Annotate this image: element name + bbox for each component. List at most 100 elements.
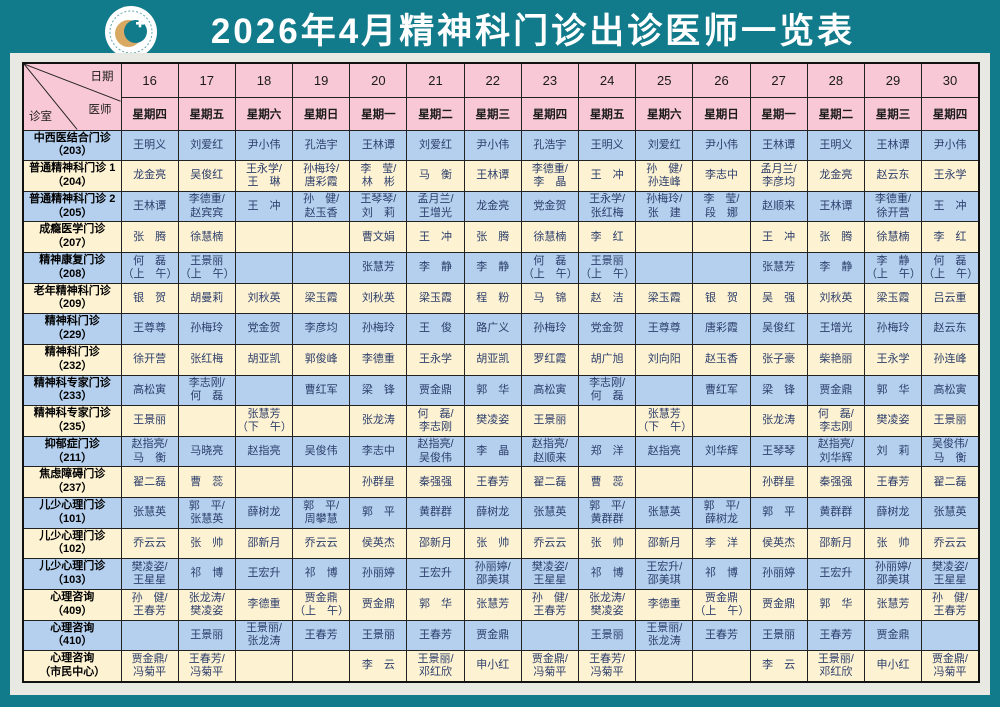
schedule-cell: 赵指亮/ 刘华辉 xyxy=(806,435,865,468)
department-label: 老年精神科门诊 （209） xyxy=(22,282,122,315)
table-row: 儿少心理门诊 （103） 樊凌姿/ 王星星祁 博王宏升祁 博孙丽婷 王宏升 孙丽婷/ … xyxy=(22,558,980,590)
schedule-cell: 王春芳/ 冯菊平 xyxy=(577,650,637,683)
schedule-cell: 王林谭 xyxy=(863,129,923,162)
schedule-cell xyxy=(635,252,694,284)
schedule-cell: 樊凌姿/ 王星星 xyxy=(921,558,980,590)
schedule-cell: 孔浩宇 xyxy=(292,129,351,162)
schedule-cell: 曹 蕊 xyxy=(177,466,236,498)
schedule-cell: 申小红 xyxy=(863,650,923,683)
schedule-cell: 刘向阳 xyxy=(635,343,694,376)
schedule-cell: 贾金鼎 （上 午） xyxy=(292,588,351,621)
date-header: 30 xyxy=(921,62,980,98)
schedule-cell: 王春芳 xyxy=(692,619,751,652)
schedule-cell: 郭 华 xyxy=(406,588,465,621)
schedule-cell: 赵指亮 xyxy=(234,435,294,468)
table-row: 中西医结合门诊 （203） 王明义 刘爱红 尹小伟 孔浩宇 王林谭 刘爱红 尹小伟 孔浩宇 王明义… xyxy=(22,129,980,162)
schedule-cell: 刘爱红 xyxy=(635,129,694,162)
schedule-cell: 李 莹/ 林 彬 xyxy=(349,160,408,192)
schedule-cell: 王明义 xyxy=(120,129,179,162)
schedule-cell: 孔浩宇 xyxy=(520,129,580,162)
schedule-cell: 张红梅 xyxy=(177,343,236,376)
table-row: 精神科专家门诊 （233） 高松寅 李志刚/ 何 磊曹红军梁 锋贾金鼎郭 华高松寅李… xyxy=(22,374,980,407)
schedule-cell: 张慧英 xyxy=(635,497,694,529)
schedule-cell: 孙梅玲 xyxy=(863,313,923,345)
schedule-cell: 张 帅 xyxy=(463,527,522,560)
schedule-cell: 樊凌姿 xyxy=(463,405,522,437)
schedule-cell: 郭 华 xyxy=(863,374,923,407)
department-label: 焦虑障碍门诊 （237） xyxy=(22,466,122,498)
schedule-cell: 胡亚凯 xyxy=(463,343,522,376)
schedule-cell xyxy=(692,405,751,437)
schedule-cell: 王 俊 xyxy=(406,313,465,345)
schedule-cell: 银 贺 xyxy=(120,282,179,315)
schedule-cell: 张 腾 xyxy=(806,221,865,253)
schedule-cell: 乔云云 xyxy=(292,527,351,560)
schedule-cell: 胡曼莉 xyxy=(177,282,236,315)
schedule-cell: 李德重 xyxy=(349,343,408,376)
table-panel: 日期 医师 诊室 16 17 18 19 20 21 22 23 24 25 26 27 28 29 30 … xyxy=(10,53,990,695)
schedule-cell: 张龙涛 xyxy=(349,405,408,437)
schedule-cell: 张慧芳 xyxy=(463,588,522,621)
schedule-cell: 张子豪 xyxy=(749,343,808,376)
schedule-cell: 王景丽 xyxy=(349,619,408,652)
schedule-cell: 赵玉香 xyxy=(692,343,751,376)
schedule-cell: 高松寅 xyxy=(120,374,179,407)
schedule-cell: 孙群星 xyxy=(349,466,408,498)
schedule-cell: 张 腾 xyxy=(463,221,522,253)
department-label: 中西医结合门诊 （203） xyxy=(22,129,122,162)
schedule-cell: 樊凌姿/ 王星星 xyxy=(120,558,179,590)
schedule-cell: 王 冲 xyxy=(749,221,808,253)
schedule-cell: 张慧英 xyxy=(520,497,580,529)
table-row: 心理咨询 （409）孙 健/ 王春芳 张龙涛/ 樊凌姿 李德重 贾金鼎 （上 午） 贾金… xyxy=(22,588,980,621)
schedule-cell: 李德重 xyxy=(234,588,294,621)
schedule-cell: 贾金鼎/ 冯菊平 xyxy=(520,650,580,683)
table-row: 心理咨询 （410） 王景丽 王景丽/ 张龙涛 王春芳 王景丽 王春芳 贾金鼎 王景丽 王景丽/… xyxy=(22,619,980,652)
schedule-cell: 王景丽/ 张龙涛 xyxy=(234,619,294,652)
schedule-cell: 王景丽 xyxy=(120,405,179,437)
schedule-cell: 王宏升 xyxy=(806,558,865,590)
corner-diagonal-lines xyxy=(24,64,120,129)
department-label: 心理咨询 （市民中心） xyxy=(22,650,122,683)
corner-doctor-label: 医师 xyxy=(88,104,112,116)
schedule-cell: 罗红霞 xyxy=(520,343,580,376)
schedule-table: 日期 医师 诊室 16 17 18 19 20 21 22 23 24 25 26 27 28 29 30 … xyxy=(22,62,980,683)
schedule-cell: 薛树龙 xyxy=(863,497,923,529)
schedule-cell: 秦强强 xyxy=(406,466,465,498)
schedule-cell: 王景丽 xyxy=(921,405,980,437)
schedule-cell: 王尊尊 xyxy=(120,313,179,345)
schedule-cell xyxy=(635,374,694,407)
schedule-cell: 胡亚凯 xyxy=(234,343,294,376)
schedule-cell xyxy=(234,650,294,683)
schedule-cell: 孙 健/ 王春芳 xyxy=(520,588,580,621)
schedule-cell: 李 晶 xyxy=(463,435,522,468)
schedule-cell: 赵顺来 xyxy=(749,190,808,223)
schedule-cell: 贾金鼎 xyxy=(406,374,465,407)
schedule-cell: 赵指亮/ 马 衡 xyxy=(120,435,179,468)
schedule-cell xyxy=(692,650,751,683)
schedule-cell xyxy=(234,252,294,284)
schedule-cell: 吴俊红 xyxy=(177,160,236,192)
schedule-cell: 赵指亮 xyxy=(635,435,694,468)
schedule-cell: 赵指亮/ 赵顺来 xyxy=(520,435,580,468)
schedule-cell: 乔云云 xyxy=(120,527,179,560)
schedule-cell: 祁 博 xyxy=(177,558,236,590)
schedule-cell: 马 衡 xyxy=(406,160,465,192)
schedule-cell: 刘爱红 xyxy=(177,129,236,162)
date-header: 19 xyxy=(292,62,351,98)
schedule-cell: 李志中 xyxy=(349,435,408,468)
schedule-cell: 王春芳 xyxy=(863,466,923,498)
table-row: 儿少心理门诊 （101） 张慧英郭 平/ 张慧英 薛树龙郭 平/ 周攀慧郭 平黄群群… xyxy=(22,497,980,529)
schedule-cell: 王 冲 xyxy=(234,190,294,223)
schedule-cell xyxy=(292,252,351,284)
schedule-cell: 银 贺 xyxy=(692,282,751,315)
schedule-cell: 邵新月 xyxy=(635,527,694,560)
schedule-cell xyxy=(234,466,294,498)
schedule-cell: 李 洋 xyxy=(692,527,751,560)
schedule-cell: 唐彩霞 xyxy=(692,313,751,345)
schedule-cell: 路广义 xyxy=(463,313,522,345)
date-header: 22 xyxy=(463,62,522,98)
schedule-cell: 尹小伟 xyxy=(692,129,751,162)
schedule-cell: 李志中 xyxy=(692,160,751,192)
schedule-cell: 刘秋英 xyxy=(806,282,865,315)
schedule-cell xyxy=(292,466,351,498)
